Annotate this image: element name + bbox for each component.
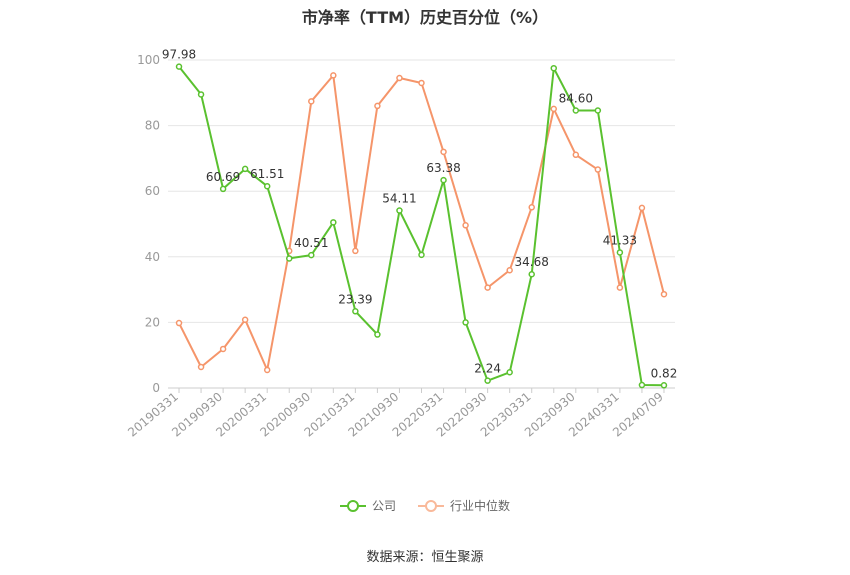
series-point-1[interactable] — [308, 98, 315, 105]
series-point-0[interactable] — [308, 251, 315, 259]
series-point-1[interactable] — [440, 148, 447, 156]
data-label: 41.33 — [603, 233, 637, 247]
series-point-0[interactable] — [175, 63, 183, 70]
series-point-0[interactable] — [462, 319, 469, 326]
series-point-1[interactable] — [572, 151, 580, 159]
series-point-0[interactable] — [241, 165, 249, 173]
series-point-1[interactable] — [330, 72, 337, 79]
series-point-0[interactable] — [616, 249, 624, 256]
series-point-1[interactable] — [484, 284, 491, 291]
series-point-1[interactable] — [462, 222, 469, 229]
series-point-0[interactable] — [572, 107, 580, 114]
series-point-0[interactable] — [418, 251, 425, 259]
legend-item-company[interactable]: 公司 — [339, 497, 396, 514]
series-point-1[interactable] — [197, 363, 205, 371]
data-label: 54.11 — [382, 192, 416, 206]
series-point-1[interactable] — [616, 284, 624, 291]
data-source: 数据来源：恒生聚源 — [366, 550, 484, 565]
series-point-1[interactable] — [418, 79, 425, 87]
data-label: 97.98 — [162, 48, 196, 62]
data-label: 63.38 — [426, 161, 460, 175]
series-point-0[interactable] — [484, 377, 491, 384]
series-point-1[interactable] — [374, 102, 381, 110]
data-labels: 97.98 60.69 61.51 40.51 23.39 54.11 63.38 2.24 3… — [162, 48, 677, 381]
series-point-1[interactable] — [638, 204, 646, 212]
series-point-0[interactable] — [396, 207, 403, 214]
series-point-1[interactable] — [550, 105, 558, 113]
grid-lines — [168, 59, 675, 323]
legend: 公司 行业中位数 — [0, 497, 850, 514]
y-tick-label: 0 — [152, 381, 160, 395]
series-point-1[interactable] — [528, 204, 535, 211]
series-point-1[interactable] — [352, 247, 359, 255]
data-label: 34.68 — [515, 255, 549, 269]
y-tick-label: 100 — [137, 53, 160, 67]
series-point-0[interactable] — [660, 382, 668, 389]
data-label: 60.69 — [206, 170, 240, 184]
legend-item-industry-median[interactable]: 行业中位数 — [418, 497, 510, 514]
series-point-0[interactable] — [506, 369, 513, 376]
series-point-1[interactable] — [594, 166, 602, 173]
series-point-1[interactable] — [241, 316, 249, 324]
series-point-0[interactable] — [440, 176, 447, 184]
series-point-0[interactable] — [550, 64, 558, 72]
data-label: 0.82 — [651, 366, 678, 380]
series-point-0[interactable] — [219, 185, 227, 193]
series-point-1[interactable] — [660, 290, 668, 298]
chart-title: 市净率（TTM）历史百分位（%） — [301, 8, 549, 27]
legend-swatch-industry-median — [418, 499, 444, 513]
series-point-1[interactable] — [219, 345, 227, 353]
series-point-0[interactable] — [263, 182, 271, 190]
series-line-0 — [178, 65, 665, 387]
series-line-1 — [178, 74, 665, 371]
series-point-1[interactable] — [263, 366, 271, 374]
series-point-0[interactable] — [638, 381, 646, 389]
series-point-1[interactable] — [506, 266, 513, 274]
series-point-0[interactable] — [594, 107, 602, 114]
series-point-1[interactable] — [396, 74, 403, 82]
y-tick-label: 60 — [145, 184, 160, 198]
series-point-0[interactable] — [330, 219, 337, 226]
series — [175, 63, 668, 389]
legend-swatch-company — [339, 499, 366, 513]
data-label: 61.51 — [250, 167, 284, 181]
legend-label-industry-median: 行业中位数 — [450, 499, 511, 513]
y-tick-label: 80 — [145, 119, 160, 133]
series-point-0[interactable] — [352, 308, 359, 315]
legend-label-company: 公司 — [371, 499, 396, 513]
data-label: 23.39 — [338, 292, 372, 306]
data-label: 40.51 — [294, 236, 328, 250]
y-tick-label: 20 — [145, 315, 160, 329]
series-point-0[interactable] — [285, 255, 293, 262]
data-label: 84.60 — [559, 92, 593, 106]
series-point-0[interactable] — [374, 331, 381, 338]
y-tick-label: 40 — [145, 250, 160, 264]
series-point-1[interactable] — [175, 319, 183, 327]
data-label: 2.24 — [474, 362, 501, 376]
series-point-0[interactable] — [528, 270, 535, 278]
series-point-0[interactable] — [197, 91, 205, 98]
